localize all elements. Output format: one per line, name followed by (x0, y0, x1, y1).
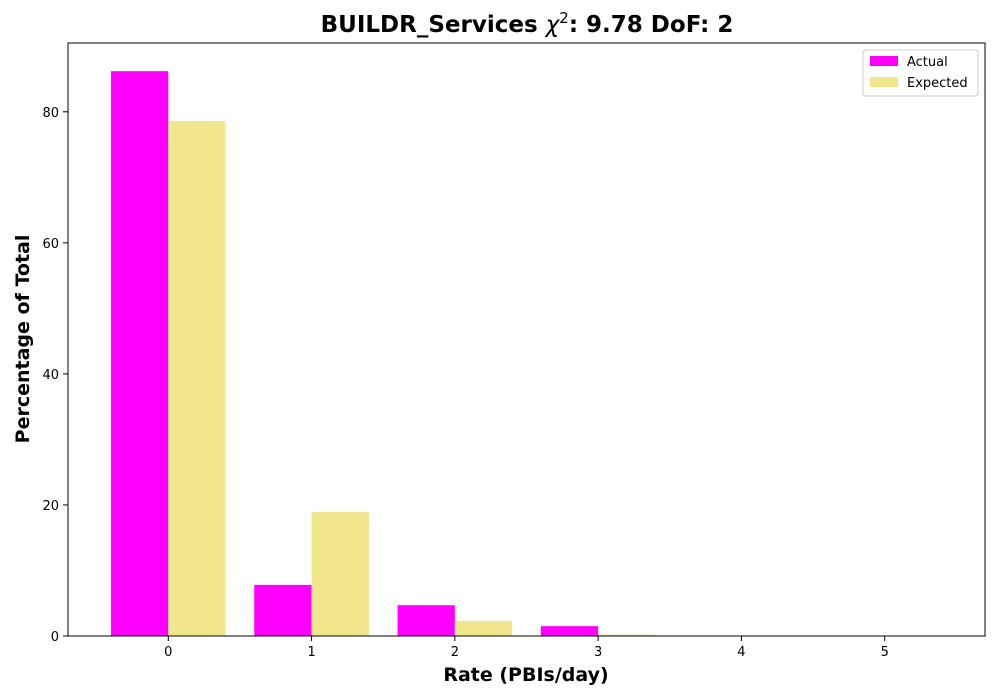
y-tick-label: 0 (51, 630, 59, 645)
x-tick-label: 5 (881, 645, 889, 660)
bar-actual-0 (110, 71, 169, 637)
y-axis-label: Percentage of Total (12, 235, 34, 444)
x-tick-label: 3 (594, 645, 602, 660)
x-tick-label: 2 (451, 645, 459, 660)
x-tick-label: 4 (737, 645, 745, 660)
x-tick-label: 1 (307, 645, 315, 660)
y-tick-label: 80 (42, 106, 59, 121)
bar-actual-1 (254, 584, 312, 636)
bar-expected-0 (168, 120, 226, 636)
x-axis-ticks: 0 1 2 3 4 5 (164, 636, 889, 660)
legend: Actual Expected (862, 49, 979, 97)
plot-frame (67, 42, 986, 637)
y-tick-label: 20 (42, 499, 59, 514)
bar-expected-3 (598, 634, 656, 636)
bar-expected-1 (311, 512, 369, 636)
x-axis-label: Rate (PBIs/day) (443, 664, 608, 686)
bar-actual-2 (397, 605, 455, 636)
y-tick-label: 60 (42, 237, 59, 252)
legend-swatch-actual (870, 56, 898, 66)
bar-actual-3 (540, 626, 599, 636)
x-tick-label: 0 (164, 645, 172, 660)
bar-expected-2 (454, 620, 513, 636)
legend-label-expected: Expected (907, 76, 968, 91)
y-axis-ticks: 0 20 40 60 80 (42, 106, 68, 645)
legend-swatch-expected (870, 77, 898, 87)
bars-group (110, 71, 656, 637)
legend-label-actual: Actual (907, 55, 948, 70)
y-tick-label: 40 (42, 368, 59, 383)
chart-title: BUILDR_Services χ2: 9.78 DoF: 2 (321, 9, 734, 38)
